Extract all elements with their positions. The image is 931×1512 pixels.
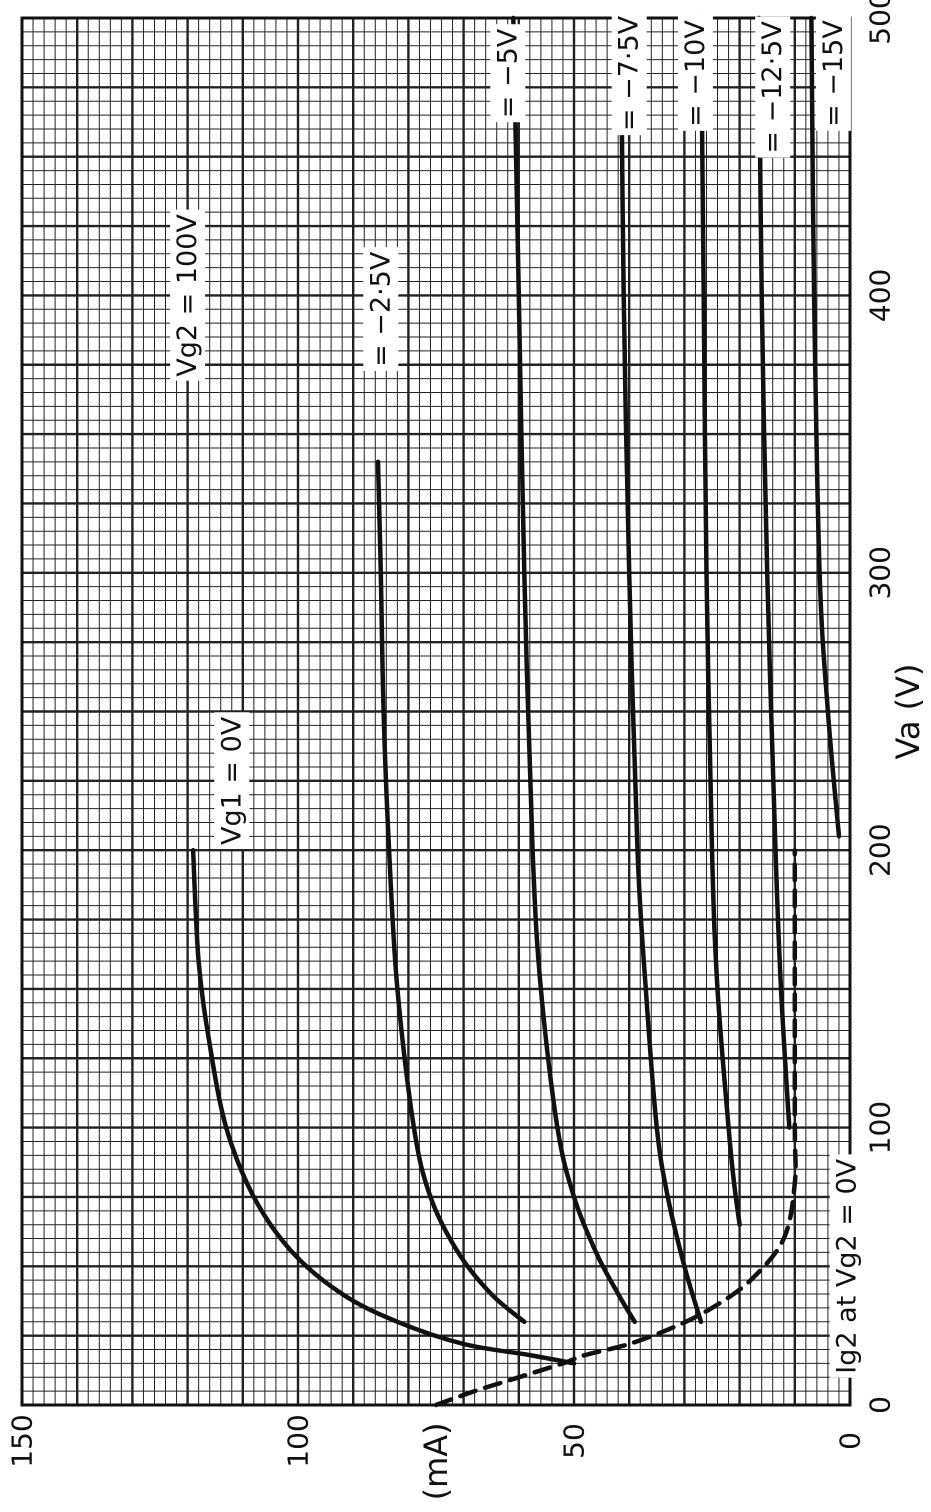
series-line-4 [618,15,704,1325]
x-axis-label: Va (V) [889,663,927,759]
series-label-1-bg [214,712,250,850]
y-tick-label: 150 [6,1414,39,1467]
series-label-8-group: Ig2 at Vg2 = 0V [829,1154,865,1378]
series-line-6 [756,15,792,1130]
series-label-6-bg [755,16,791,158]
series-label-2-group: = −2·5V [363,247,399,371]
series-line-8 [433,847,798,1408]
x-tick-label: 0 [864,1396,897,1414]
series-line-2 [375,459,527,1325]
series-label-6-group: = −12·5V [755,16,791,158]
series-label-7: = −15V [818,20,849,127]
annotation-1-bg [170,209,206,381]
y-tick-label: 0 [834,1432,867,1450]
y-tick-label: 100 [282,1414,315,1467]
series-label-4: = −7·5V [614,15,645,131]
y-tick-group: 0 [834,1432,867,1450]
x-tick-group: 300 [864,546,897,599]
grid-major [20,16,852,1407]
series-label-4-bg [611,11,647,136]
x-tick-group: 500 [864,0,897,45]
series-label-7-bg [815,15,851,131]
series-label-7-group: = −15V [815,15,851,131]
x-tick-label: 500 [864,0,897,45]
series-label-2: = −2·5V [365,251,396,367]
series-label-3: = −5V [492,28,523,118]
y-tick-label: 50 [558,1423,591,1459]
x-tick-label: 300 [864,546,897,599]
series-label-1: Vg1 = 0V [216,716,247,845]
series-label-3-bg [490,24,526,123]
series-label-4-group: = −7·5V [611,11,647,136]
series-label-3-group: = −5V [490,24,526,123]
y-tick-group: 150 [6,1414,39,1467]
y-tick-group: 50 [558,1423,591,1459]
series-labels: Vg1 = 0V = −2·5V = −5V = −7·5V = −10V = −12·5… [170,11,865,1378]
series-line-1 [190,847,577,1366]
series-line-3 [511,15,637,1325]
y-axis-label-group: Ia (mA) [417,1422,455,1512]
series-line-5 [698,15,742,1227]
x-tick-group: 0 [864,1396,897,1414]
x-tick-group: 100 [864,1101,897,1154]
annotation-1-group: Vg2 = 100V [170,209,206,381]
series-label-8: Ig2 at Vg2 = 0V [832,1158,863,1373]
y-axis-label: Ia (mA) [417,1422,455,1512]
series-label-1-group: Vg1 = 0V [214,712,250,850]
x-tick-label: 100 [864,1101,897,1154]
series-label-6: = −12·5V [757,21,788,154]
x-tick-label: 400 [864,269,897,322]
x-tick-group: 400 [864,269,897,322]
axis-labels: Va (V) Ia (mA) [417,663,927,1512]
series-label-8-bg [829,1154,865,1378]
series-label-5: = −10V [680,20,711,127]
series-label-5-group: = −10V [677,15,713,131]
annotation-1: Vg2 = 100V [172,214,203,377]
series-label-2-bg [363,247,399,371]
x-tick-label: 200 [864,823,897,876]
series-layer [190,15,842,1408]
tick-labels: 0 100 200 300 400 500 0 50 100 150 [6,0,897,1468]
x-axis-label-group: Va (V) [889,663,927,759]
y-tick-group: 100 [282,1414,315,1467]
series-label-5-bg [677,15,713,131]
x-tick-group: 200 [864,823,897,876]
series-line-7 [809,15,842,839]
